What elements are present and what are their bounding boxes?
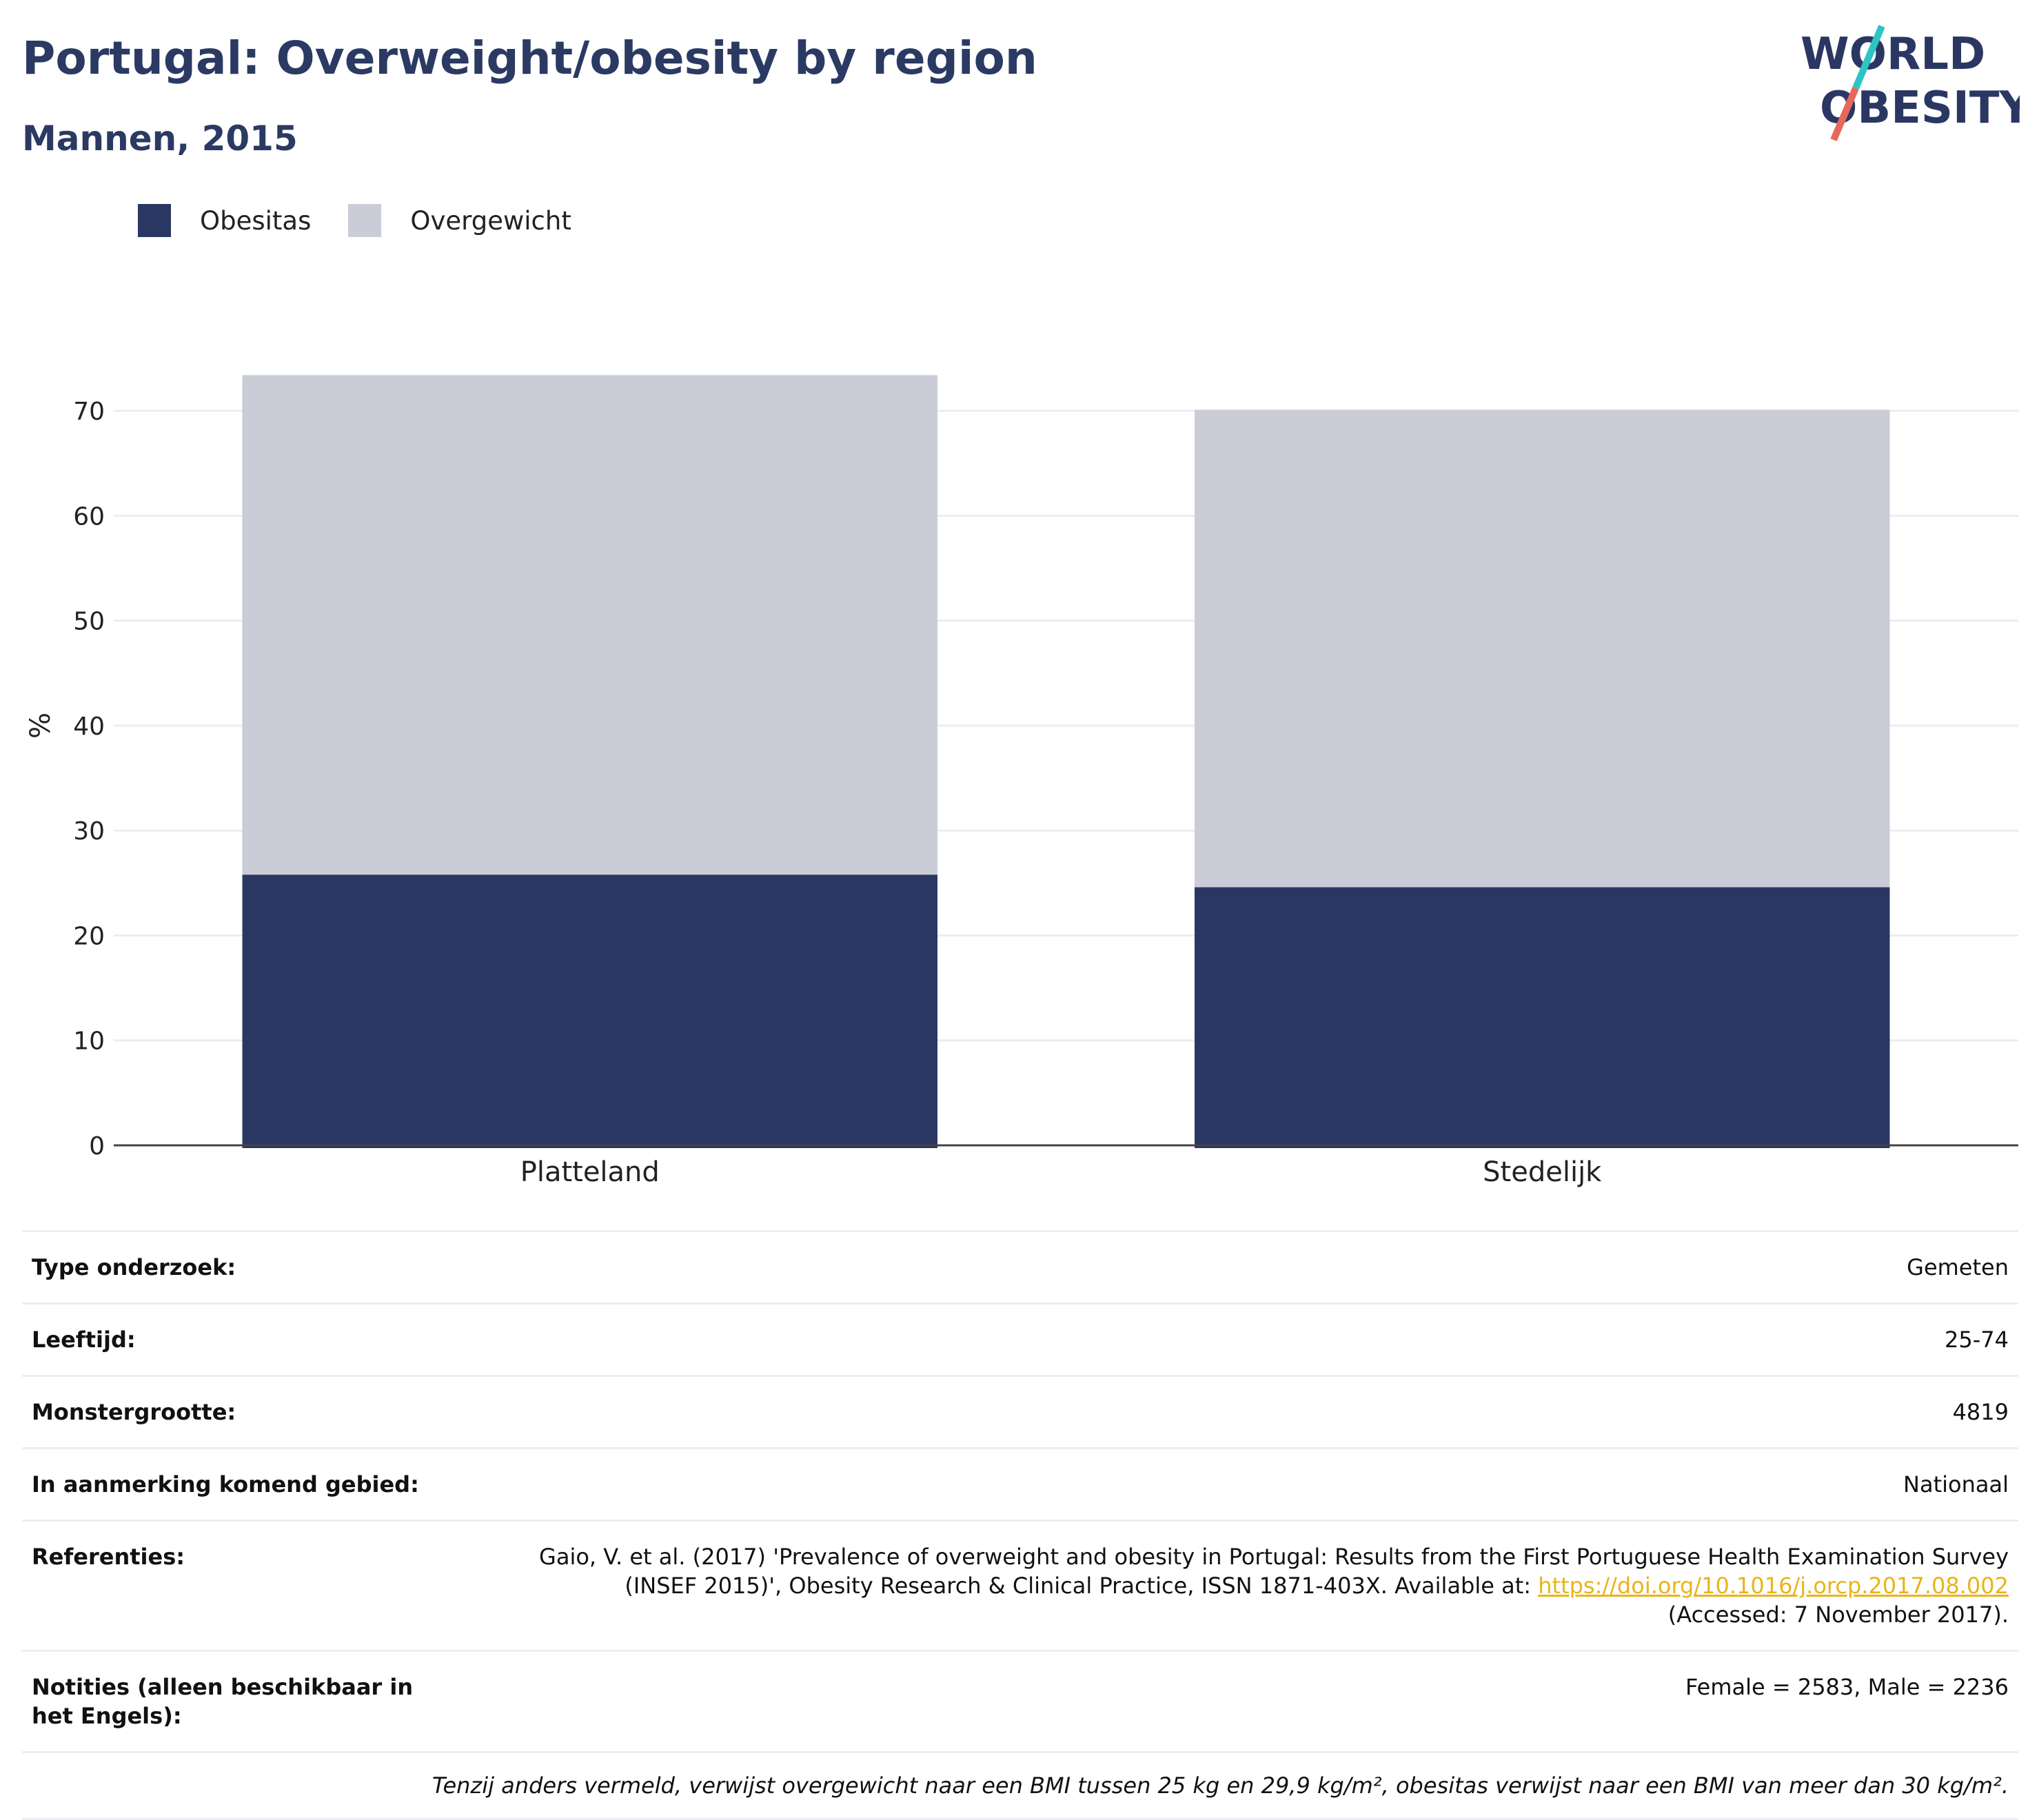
meta-value: 4819 (1952, 1399, 2009, 1425)
legend-item-obesitas[interactable]: Obesitas (138, 204, 311, 237)
x-tick-label: Stedelijk (1483, 1156, 1602, 1188)
chart-legend: Obesitas Overgewicht (138, 204, 609, 237)
meta-value: Gemeten (1907, 1254, 2009, 1280)
world-obesity-logo: WORLD OBESITY (1800, 25, 2020, 141)
meta-row-notes: Notities (alleen beschikbaar in het Enge… (22, 1652, 2018, 1753)
meta-row-sample: Monstergrootte: 4819 (22, 1377, 2018, 1449)
legend-item-overgewicht[interactable]: Overgewicht (348, 204, 571, 237)
reference-line1: Gaio, V. et al. (2017) 'Prevalence of ov… (539, 1544, 2009, 1570)
legend-label-obesitas: Obesitas (200, 205, 312, 236)
meta-row-area: In aanmerking komend gebied: Nationaal (22, 1449, 2018, 1522)
y-tick-label: 10 (73, 1027, 105, 1056)
y-axis-label: % (25, 713, 57, 739)
bar-obesitas-stedelijk (1195, 887, 1890, 1148)
x-tick-label: Platteland (520, 1156, 660, 1188)
y-tick-label: 40 (73, 713, 105, 741)
legend-swatch-overgewicht (348, 204, 382, 237)
bar-overgewicht-stedelijk (1195, 409, 1890, 888)
meta-label: Leeftijd: (32, 1327, 136, 1353)
meta-value: Female = 2583, Male = 2236 (1685, 1674, 2009, 1700)
metadata-table: Type onderzoek: Gemeten Leeftijd: 25-74 … (22, 1230, 2018, 1820)
y-tick-label: 50 (73, 608, 105, 636)
bar-overgewicht-platteland (242, 375, 937, 875)
y-tick-label: 0 (89, 1132, 105, 1160)
logo-line1: WORLD (1800, 29, 1985, 80)
stacked-bar-chart: 0 10 20 30 40 50 60 70% Platteland Stedelijk (25, 375, 2018, 1188)
reference-doi-link[interactable]: https://doi.org/10.1016/j.orcp.2017.08.0… (1538, 1573, 2009, 1599)
chart-title: Portugal: Overweight/obesity by region (22, 32, 1037, 85)
references-text: Gaio, V. et al. (2017) 'Prevalence of ov… (473, 1542, 2009, 1629)
y-tick-label: 60 (73, 502, 105, 531)
logo-slash-coral (1830, 87, 1859, 141)
bar-obesitas-platteland (242, 875, 937, 1148)
meta-row-references: Referenties: Gaio, V. et al. (2017) 'Pre… (22, 1522, 2018, 1652)
meta-row-age: Leeftijd: 25-74 (22, 1305, 2018, 1377)
meta-label: Monstergrootte: (32, 1399, 236, 1425)
chart-subtitle: Mannen, 2015 (22, 119, 298, 159)
meta-label: Notities (alleen beschikbaar in het Enge… (32, 1674, 414, 1729)
y-tick-label: 70 (73, 398, 105, 426)
reference-line2: (INSEF 2015)', Obesity Research & Clinic… (625, 1573, 1539, 1599)
meta-label: Type onderzoek: (32, 1254, 236, 1280)
meta-label: In aanmerking komend gebied: (32, 1471, 419, 1497)
reference-line3: (Accessed: 7 November 2017). (1667, 1602, 2009, 1628)
y-tick-label: 20 (73, 922, 105, 950)
legend-swatch-obesitas (138, 204, 171, 237)
meta-value: Nationaal (1903, 1471, 2009, 1497)
footnote: Tenzij anders vermeld, verwijst overgewi… (22, 1753, 2018, 1820)
meta-row-type: Type onderzoek: Gemeten (22, 1232, 2018, 1305)
meta-value: 25-74 (1945, 1327, 2009, 1353)
legend-label-overgewicht: Overgewicht (410, 205, 571, 236)
logo-slash-teal (1852, 25, 1885, 90)
y-tick-label: 30 (73, 817, 105, 846)
meta-label: Referenties: (32, 1544, 185, 1570)
